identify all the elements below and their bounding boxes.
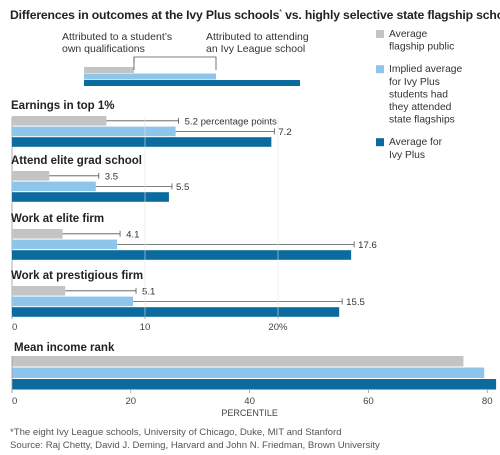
legend-label-flagship: flagship public <box>389 42 454 53</box>
legend-swatch-implied <box>376 65 384 74</box>
legend-label-flagship: Average <box>389 29 427 40</box>
ivy-label: 15.5 <box>346 297 365 308</box>
panel-title: Work at prestigious firm <box>11 270 143 282</box>
legend-label-implied: for Ivy Plus <box>389 77 440 88</box>
ivy-label: 5.5 <box>176 182 189 193</box>
ivy-label: 7.2 <box>278 127 291 138</box>
chart-title: Differences in outcomes at the Ivy Plus … <box>10 8 500 22</box>
legend-swatch-flagship <box>376 30 384 38</box>
bar-ivy <box>12 137 272 147</box>
panel-title: Earnings in top 1% <box>11 100 115 112</box>
bar-flagship <box>12 116 107 126</box>
panel-title: Mean income rank <box>14 342 115 354</box>
key-bar-ivy <box>84 80 300 86</box>
gap-label: 3.5 <box>105 171 118 182</box>
key-label-qualifications: Attributed to a student’s <box>62 31 172 43</box>
key-bar-implied <box>84 73 216 80</box>
bar-ivy <box>12 250 352 260</box>
percent-tick-label: 10 <box>140 322 151 333</box>
rank-tick-label: 40 <box>244 396 255 407</box>
legend-label-implied: they attended <box>389 102 452 113</box>
rank-bar-flagship <box>12 356 464 367</box>
footnote: *The eight Ivy League schools, Universit… <box>10 427 342 438</box>
bar-flagship <box>12 286 66 296</box>
legend-label-implied: students had <box>389 89 448 100</box>
bar-ivy <box>12 192 169 202</box>
title-main: Differences in outcomes at the Ivy Plus … <box>10 8 280 22</box>
rank-tick-label: 0 <box>12 396 17 407</box>
gap-label: 5.1 <box>142 286 155 297</box>
bar-implied <box>12 296 134 307</box>
title-rest: vs. highly selective state flagship scho… <box>281 8 500 22</box>
panel-title: Attend elite grad school <box>11 155 142 167</box>
rank-x-axis-label: PERCENTILE <box>221 408 278 418</box>
rank-tick-label: 80 <box>482 396 493 407</box>
gap-label: 5.2 percentage points <box>185 116 277 127</box>
bar-implied <box>12 181 96 192</box>
bar-implied <box>12 239 118 250</box>
bar-implied <box>12 126 176 137</box>
title-footnote-marker: * <box>279 8 282 16</box>
legend-swatch-ivy <box>376 138 384 147</box>
key-bracket-line <box>133 56 217 70</box>
key-label-qualifications: own qualifications <box>62 43 145 55</box>
percent-tick-label: 0 <box>12 322 17 333</box>
bar-flagship <box>12 229 63 239</box>
panel-title: Work at elite firm <box>11 213 104 225</box>
bar-ivy <box>12 307 340 317</box>
key-bar-flagship <box>84 67 134 73</box>
gap-label: 4.1 <box>126 229 139 240</box>
rank-bar-implied <box>12 367 485 378</box>
key-label-ivy: an Ivy League school <box>206 43 305 55</box>
ivy-label: 17.6 <box>358 240 377 251</box>
rank-tick-label: 20 <box>125 396 136 407</box>
rank-bar-ivy <box>12 379 497 390</box>
key-label-ivy: Attributed to attending <box>206 31 309 43</box>
legend-label-ivy: Average for <box>389 137 443 148</box>
legend-label-implied: Implied average <box>389 64 463 75</box>
source-note: Source: Raj Chetty, David J. Deming, Har… <box>10 440 380 451</box>
rank-tick-label: 60 <box>363 396 374 407</box>
bar-flagship <box>12 171 50 181</box>
legend-label-ivy: Ivy Plus <box>389 150 425 161</box>
legend-label-implied: state flagships <box>389 115 455 126</box>
percent-tick-label: 20% <box>268 322 288 333</box>
